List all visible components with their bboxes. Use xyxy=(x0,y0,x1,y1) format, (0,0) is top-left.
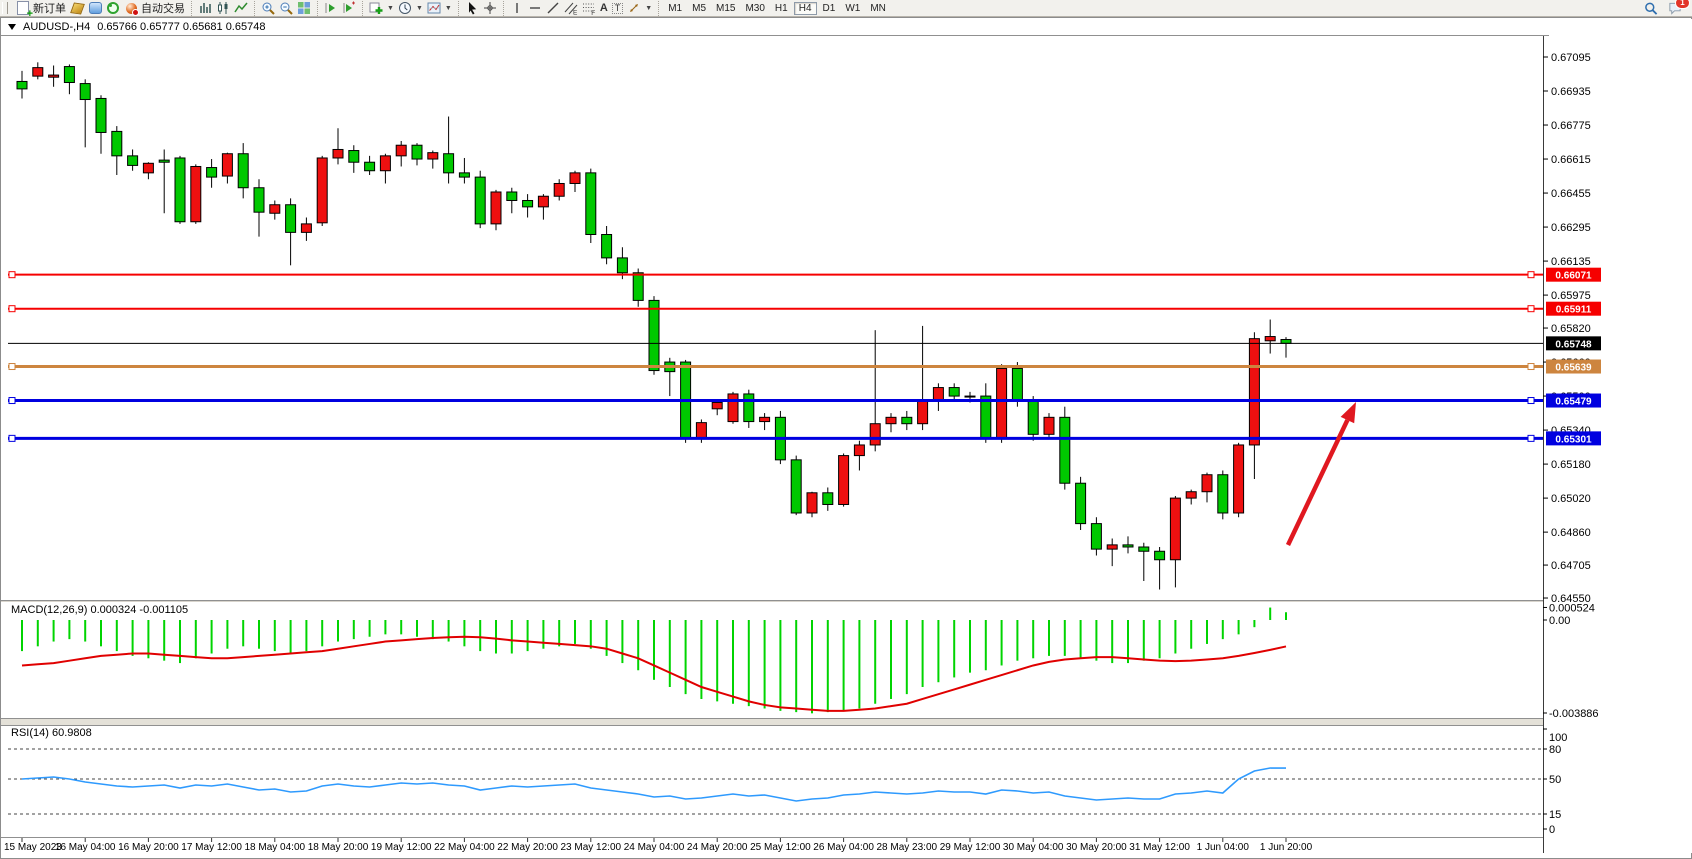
templates-caret-icon: ▼ xyxy=(444,4,452,12)
text-button[interactable]: A xyxy=(598,1,610,15)
line-chart-button[interactable] xyxy=(232,1,250,15)
new-order-icon: + xyxy=(16,1,33,20)
panel-separator[interactable] xyxy=(1,600,1543,603)
periods-button[interactable]: ▼ xyxy=(396,1,425,15)
timeframe-group: M1 M5 M15 M30 H1 H4 D1 W1 MN xyxy=(658,0,895,16)
toolbar-grip xyxy=(2,2,8,14)
price-axis[interactable] xyxy=(1543,19,1692,853)
signal-button[interactable] xyxy=(104,1,122,15)
auto-scroll-icon xyxy=(324,1,338,15)
timeframe-h4-button[interactable]: H4 xyxy=(793,1,817,15)
fibonacci-icon: F xyxy=(582,1,596,15)
timeframe-m5-button[interactable]: M5 xyxy=(692,2,707,14)
auto-scroll-button[interactable] xyxy=(322,1,340,15)
cursor-group xyxy=(457,0,503,16)
zoom-out-icon xyxy=(279,1,293,15)
periods-caret-icon: ▼ xyxy=(415,4,423,12)
cursor-icon xyxy=(465,1,479,15)
horizontal-line-icon xyxy=(528,1,542,15)
search-button[interactable] xyxy=(1642,1,1660,15)
crosshair-button[interactable] xyxy=(481,1,499,15)
clock-icon xyxy=(398,1,412,15)
candlestick-chart-button[interactable] xyxy=(214,1,232,15)
equidistant-channel-button[interactable]: E xyxy=(562,1,580,15)
new-order-label: 新订单 xyxy=(33,3,66,15)
trendline-icon xyxy=(546,1,560,15)
autotrading-button[interactable]: 自动交易 xyxy=(122,1,187,16)
timeframe-d1-button[interactable]: D1 xyxy=(822,2,836,14)
zoom-group xyxy=(254,0,317,16)
layers-icon xyxy=(69,1,85,15)
candlestick-chart-icon xyxy=(216,1,230,15)
line-chart-icon xyxy=(234,1,248,15)
tile-windows-button[interactable] xyxy=(295,1,313,15)
tile-windows-icon xyxy=(297,1,311,15)
chart-header: AUDUSD-,H4 0.65766 0.65777 0.65681 0.657… xyxy=(1,19,1549,36)
toolbar: + 新订单 自动交易 ▼ ▼ ▼ xyxy=(0,0,1692,20)
indicators-icon xyxy=(369,1,383,15)
horizontal-line-button[interactable] xyxy=(526,1,544,15)
arrows-icon xyxy=(627,1,641,15)
vertical-line-button[interactable] xyxy=(508,1,526,15)
arrows-button[interactable]: ▼ xyxy=(625,1,654,15)
text-label-icon: T xyxy=(611,2,624,14)
chart-type-group xyxy=(191,0,254,16)
collapse-ohlc-icon[interactable] xyxy=(8,24,16,30)
notifications-button[interactable]: 1 xyxy=(1666,0,1690,15)
chart-symbol-label: AUDUSD-,H4 xyxy=(23,21,91,33)
equidistant-channel-icon: E xyxy=(564,1,578,15)
templates-button[interactable]: ▼ xyxy=(425,1,454,15)
new-order-button[interactable]: + 新订单 xyxy=(14,1,68,20)
layers-button[interactable] xyxy=(68,1,86,15)
text-label-button[interactable]: T xyxy=(610,1,626,15)
notification-badge: 1 xyxy=(1675,0,1690,9)
rsi-panel[interactable] xyxy=(1,725,1543,838)
navigator-icon xyxy=(88,1,102,15)
vertical-line-icon xyxy=(510,1,524,15)
template-icon xyxy=(427,1,441,15)
indicators-caret-icon: ▼ xyxy=(387,4,394,12)
signal-icon xyxy=(106,1,120,15)
bar-chart-button[interactable] xyxy=(196,1,214,15)
lines-group: E F A T ▼ xyxy=(502,0,658,16)
timeframe-m15-button[interactable]: M15 xyxy=(716,2,736,14)
time-axis[interactable] xyxy=(1,837,1543,854)
objects-group: ▼ ▼ ▼ xyxy=(362,0,458,16)
panel-separator[interactable] xyxy=(1,719,1543,725)
crosshair-icon xyxy=(483,1,497,15)
timeframe-mn-button[interactable]: MN xyxy=(870,2,886,14)
main-chart-area[interactable] xyxy=(1,36,1543,600)
autotrading-icon xyxy=(124,1,139,16)
chart-shift-button[interactable] xyxy=(340,1,358,15)
zoom-in-icon xyxy=(261,1,275,15)
timeframe-m30-button[interactable]: M30 xyxy=(745,2,765,14)
timeframe-h1-button[interactable]: H1 xyxy=(774,2,788,14)
rsi-indicator-label: RSI(14) 60.9808 xyxy=(11,727,92,739)
chart-shift-icon xyxy=(342,1,356,15)
autotrading-label: 自动交易 xyxy=(141,3,185,15)
chart-ohlc-values: 0.65766 0.65777 0.65681 0.65748 xyxy=(97,21,266,33)
indicators-button[interactable]: ▼ xyxy=(367,1,396,15)
macd-indicator-label: MACD(12,26,9) 0.000324 -0.001105 xyxy=(11,604,189,616)
cursor-button[interactable] xyxy=(463,1,481,15)
arrows-caret-icon: ▼ xyxy=(645,4,653,12)
trendline-button[interactable] xyxy=(544,1,562,15)
timeframe-m1-button[interactable]: M1 xyxy=(668,2,683,14)
standard-toolbar-group: + 新订单 自动交易 xyxy=(10,1,191,20)
svg-text:F: F xyxy=(591,10,595,15)
fibonacci-button[interactable]: F xyxy=(580,1,598,15)
svg-text:E: E xyxy=(573,10,578,16)
search-icon xyxy=(1644,1,1658,15)
navigator-button[interactable] xyxy=(86,1,104,15)
text-icon: A xyxy=(599,2,608,14)
macd-panel[interactable] xyxy=(1,602,1543,719)
zoom-out-button[interactable] xyxy=(277,1,295,15)
bar-chart-icon xyxy=(198,1,212,15)
zoom-in-button[interactable] xyxy=(259,1,277,15)
toolbar-right: 1 xyxy=(1642,0,1692,15)
scroll-group xyxy=(317,0,362,16)
timeframe-w1-button[interactable]: W1 xyxy=(845,2,861,14)
